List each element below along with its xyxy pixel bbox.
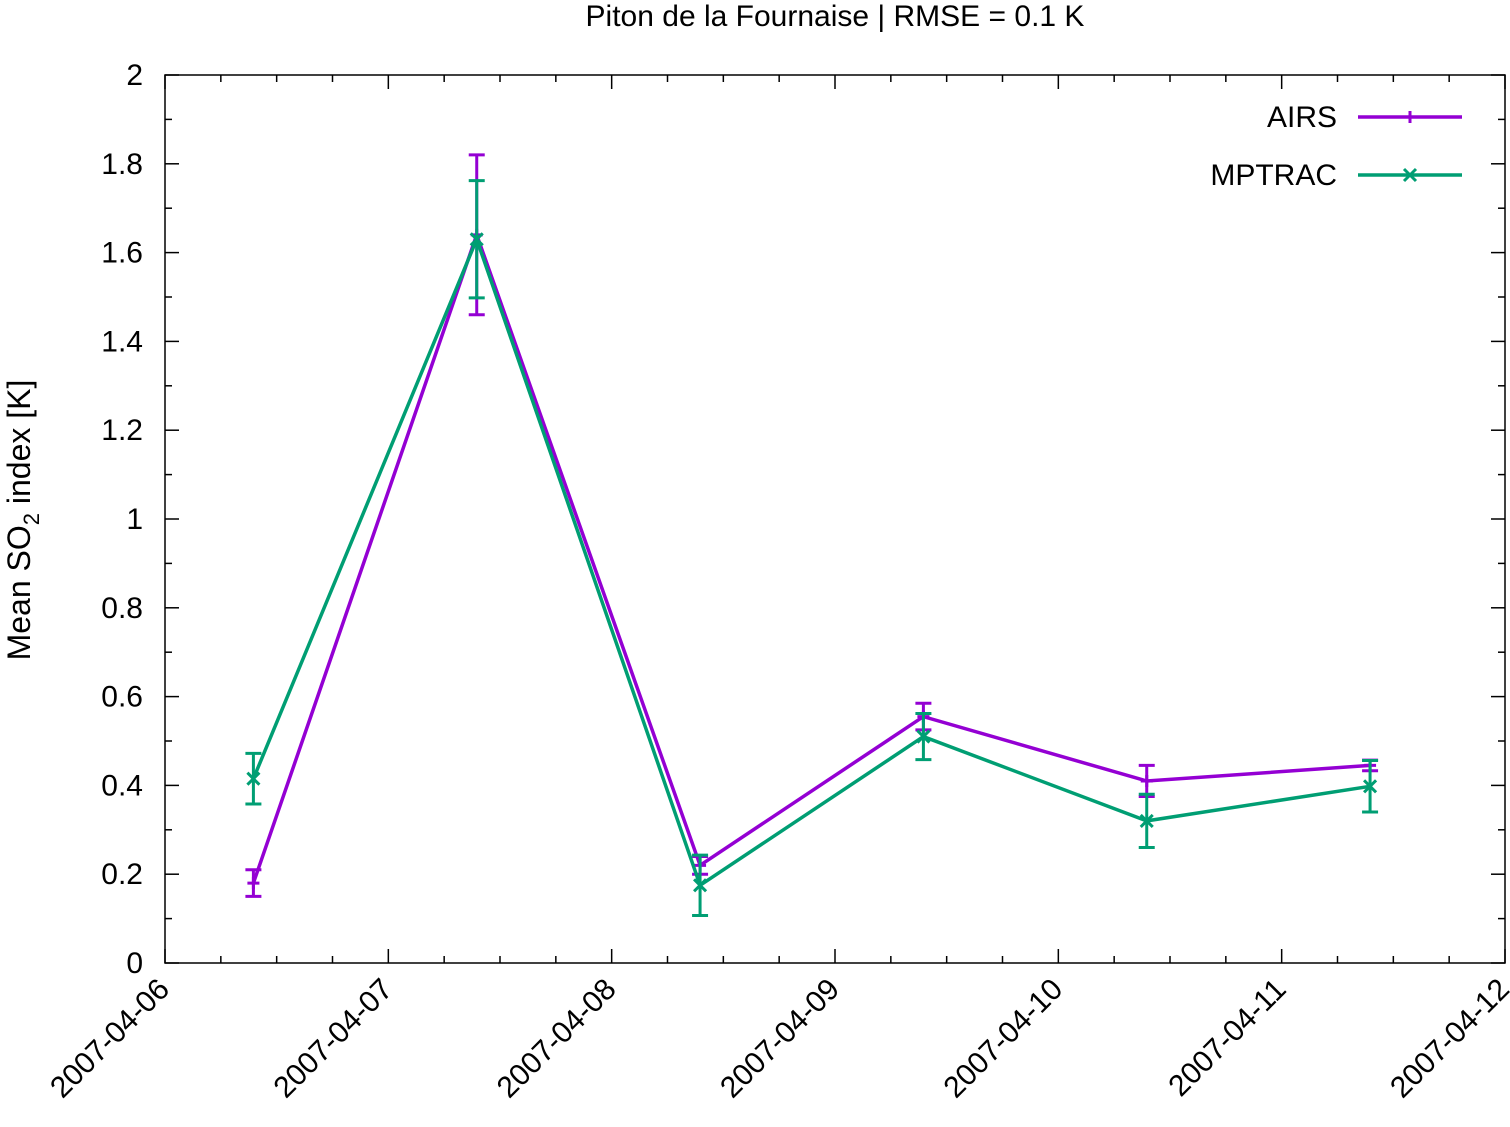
- data-point: [693, 878, 708, 893]
- y-tick-label: 0.6: [101, 681, 143, 714]
- x-tick-label: 2007-04-09: [714, 973, 846, 1105]
- series-airs: [245, 153, 1379, 898]
- y-tick-label: 0.8: [101, 592, 143, 625]
- x-tick-label: 2007-04-06: [44, 973, 176, 1105]
- y-axis-label-subscript: 2: [19, 513, 44, 525]
- y-tick-label: 0: [126, 947, 143, 980]
- series-mptrac: [245, 179, 1379, 917]
- legend: AIRS MPTRAC: [1210, 101, 1462, 192]
- y-tick-label: 0.2: [101, 858, 143, 891]
- series-line-airs: [251, 229, 1371, 884]
- legend-marker: [1402, 167, 1418, 183]
- y-tick-label: 1.2: [101, 414, 143, 447]
- y-tick-label: 2: [126, 59, 143, 92]
- y-tick-label: 0.4: [101, 769, 143, 802]
- data-point: [1140, 774, 1153, 787]
- x-tick-label: 2007-04-10: [937, 973, 1069, 1105]
- y-axis-label-prefix: Mean SO: [1, 525, 37, 660]
- data-point: [246, 771, 261, 786]
- series-layer: [245, 153, 1379, 917]
- chart-title: Piton de la Fournaise | RMSE = 0.1 K: [586, 0, 1085, 33]
- axis-ticks: 0 0.2 0.4 0.6 0.8 1 1.2 1.4 1.6 1.8 2 2007-04-06 200…: [44, 59, 1510, 1104]
- x-tick-label: 2007-04-07: [267, 973, 399, 1105]
- legend-label-mptrac: MPTRAC: [1210, 159, 1337, 192]
- y-tick-label: 1: [126, 503, 143, 536]
- legend-label-airs: AIRS: [1267, 101, 1337, 134]
- x-tick-label: 2007-04-11: [1162, 973, 1292, 1103]
- svg-text:Mean SO2 index [K]: Mean SO2 index [K]: [1, 380, 44, 661]
- y-tick-label: 1.6: [101, 237, 143, 270]
- y-axis-label-suffix: index [K]: [1, 380, 37, 513]
- y-tick-label: 1.4: [101, 325, 143, 358]
- y-tick-label: 1.8: [101, 148, 143, 181]
- x-tick-label: 2007-04-12: [1384, 973, 1510, 1105]
- y-axis-label: Mean SO2 index [K]: [1, 380, 44, 661]
- data-point: [1363, 779, 1378, 794]
- data-point: [247, 877, 260, 890]
- series-line-mptrac: [251, 234, 1371, 889]
- plot-border: [164, 74, 1506, 964]
- x-tick-label: 2007-04-08: [491, 973, 623, 1105]
- data-point: [916, 729, 931, 744]
- data-point: [1139, 813, 1154, 828]
- legend-marker: [1404, 111, 1416, 123]
- data-point: [469, 232, 484, 247]
- plot-frame: [164, 74, 1506, 964]
